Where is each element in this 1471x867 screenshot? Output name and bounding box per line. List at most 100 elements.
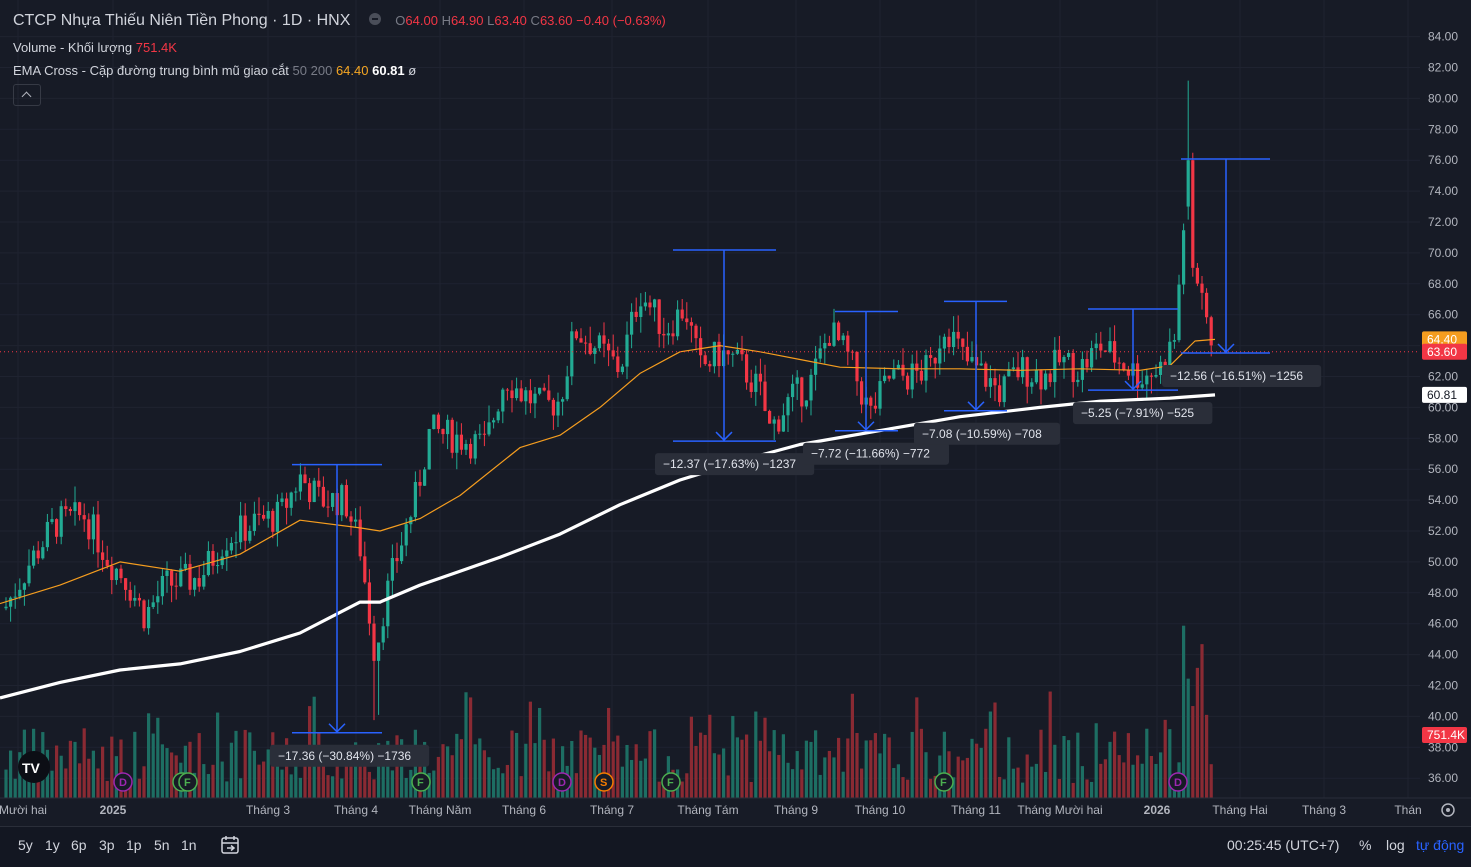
symbol-title[interactable]: CTCP Nhựa Thiếu Niên Tiền Phong · 1D · H…: [13, 12, 351, 29]
volume-bar: [1140, 763, 1144, 798]
volume-bar: [367, 771, 371, 798]
volume-bar: [331, 776, 335, 798]
volume-bar: [827, 750, 831, 798]
candle-body: [763, 381, 767, 411]
price-label: 60.81: [1427, 388, 1457, 402]
candle-body: [1016, 367, 1020, 378]
candle-body: [565, 376, 569, 400]
volume-bar: [519, 776, 523, 798]
log-scale-toggle[interactable]: log: [1386, 837, 1405, 853]
volume-bar: [335, 753, 339, 798]
candle-body: [938, 348, 942, 364]
volume-bar: [1085, 779, 1089, 798]
candle-body: [262, 514, 266, 519]
volume-bar: [975, 743, 979, 798]
candle-body: [55, 519, 59, 537]
volume-bar: [883, 733, 887, 798]
volume-bar: [363, 755, 367, 798]
candle-body: [119, 568, 123, 579]
collapse-chevron-icon[interactable]: [13, 84, 41, 106]
candle-body: [473, 434, 477, 459]
candle-body: [671, 333, 675, 337]
volume-bar: [450, 755, 454, 798]
volume-bar: [906, 779, 910, 798]
ema200-line: [0, 393, 1216, 700]
candle-body: [1044, 373, 1048, 390]
volume-bar: [381, 752, 385, 798]
volume-bar: [1044, 771, 1048, 798]
hide-legend-icon[interactable]: [368, 12, 381, 25]
candle-body: [4, 606, 8, 609]
volume-bar: [841, 771, 845, 798]
candle-body: [1094, 343, 1098, 349]
calendar-goto-icon[interactable]: [220, 834, 240, 856]
volume-legend[interactable]: Volume - Khối lượng 751.4K: [13, 40, 177, 55]
candle-body: [896, 364, 900, 370]
percent-scale-toggle[interactable]: %: [1359, 837, 1372, 853]
timeframe-1p[interactable]: 1p: [126, 837, 142, 853]
measure-label: −12.37 (−17.63%) −1237: [663, 457, 796, 471]
candle-body: [239, 515, 243, 543]
timeframe-5n[interactable]: 5n: [154, 837, 170, 853]
volume-bar: [657, 781, 661, 798]
price-chart[interactable]: −17.36 (−30.84%) −1736 −12.37 (−17.63%) −…: [0, 0, 1471, 826]
timeframe-5y[interactable]: 5y: [18, 837, 33, 853]
volume-bar: [786, 762, 790, 798]
candle-body: [147, 607, 151, 629]
candle-body: [754, 373, 758, 392]
candle-body: [952, 331, 956, 348]
ema-legend[interactable]: EMA Cross - Cặp đường trung bình mũ giao…: [13, 63, 416, 78]
volume-bar: [243, 729, 247, 798]
candle-body: [1126, 370, 1130, 376]
candle-body: [1011, 367, 1015, 370]
candle-body: [915, 363, 919, 371]
candle-body: [124, 578, 128, 590]
candle-body: [924, 355, 928, 381]
volume-bar: [390, 770, 394, 798]
volume-bar: [653, 729, 657, 798]
candle-body: [133, 597, 137, 601]
measure-label-box: [1162, 365, 1322, 388]
candle-body: [1172, 340, 1176, 342]
candle-body: [607, 343, 611, 351]
candle-body: [869, 397, 873, 406]
candle-body: [326, 506, 330, 508]
candle-body: [910, 363, 914, 390]
candle-body: [524, 390, 528, 402]
candle-body: [252, 513, 256, 531]
clock-timezone[interactable]: 00:25:45 (UTC+7): [1227, 837, 1340, 853]
candle-body: [142, 600, 146, 629]
timeframe-3p[interactable]: 3p: [99, 837, 115, 853]
candle-body: [303, 474, 307, 484]
price-tick-label: 46.00: [1428, 617, 1458, 631]
volume-bar: [225, 781, 229, 798]
auto-scale-toggle[interactable]: tự động: [1416, 837, 1465, 853]
volume-bar: [864, 740, 868, 798]
candle-body: [919, 370, 923, 381]
volume-bar: [800, 769, 804, 798]
tradingview-logo-icon: TV: [18, 751, 50, 783]
volume-bar: [795, 751, 799, 798]
candle-body: [68, 508, 72, 512]
candle-body: [312, 480, 316, 503]
volume-bar: [961, 760, 965, 798]
candle-body: [395, 558, 399, 562]
volume-bar: [1159, 752, 1163, 798]
candle-body: [1099, 343, 1103, 351]
volume-bar: [303, 748, 307, 798]
timeframe-1n[interactable]: 1n: [181, 837, 197, 853]
candle-body: [220, 556, 224, 566]
volume-bar: [188, 741, 192, 798]
volume-bar: [409, 769, 413, 798]
candle-body: [1113, 341, 1117, 363]
candle-body: [91, 514, 95, 540]
timeframe-1y[interactable]: 1y: [45, 837, 60, 853]
settings-gear-icon[interactable]: [1441, 803, 1455, 817]
volume-bar: [59, 755, 63, 798]
volume-bar: [275, 758, 279, 798]
measure-label-box: [655, 453, 815, 476]
candle-body: [1168, 341, 1172, 371]
timeframe-6p[interactable]: 6p: [71, 837, 87, 853]
event-marker-icon: [178, 772, 198, 792]
candle-body: [36, 550, 40, 559]
